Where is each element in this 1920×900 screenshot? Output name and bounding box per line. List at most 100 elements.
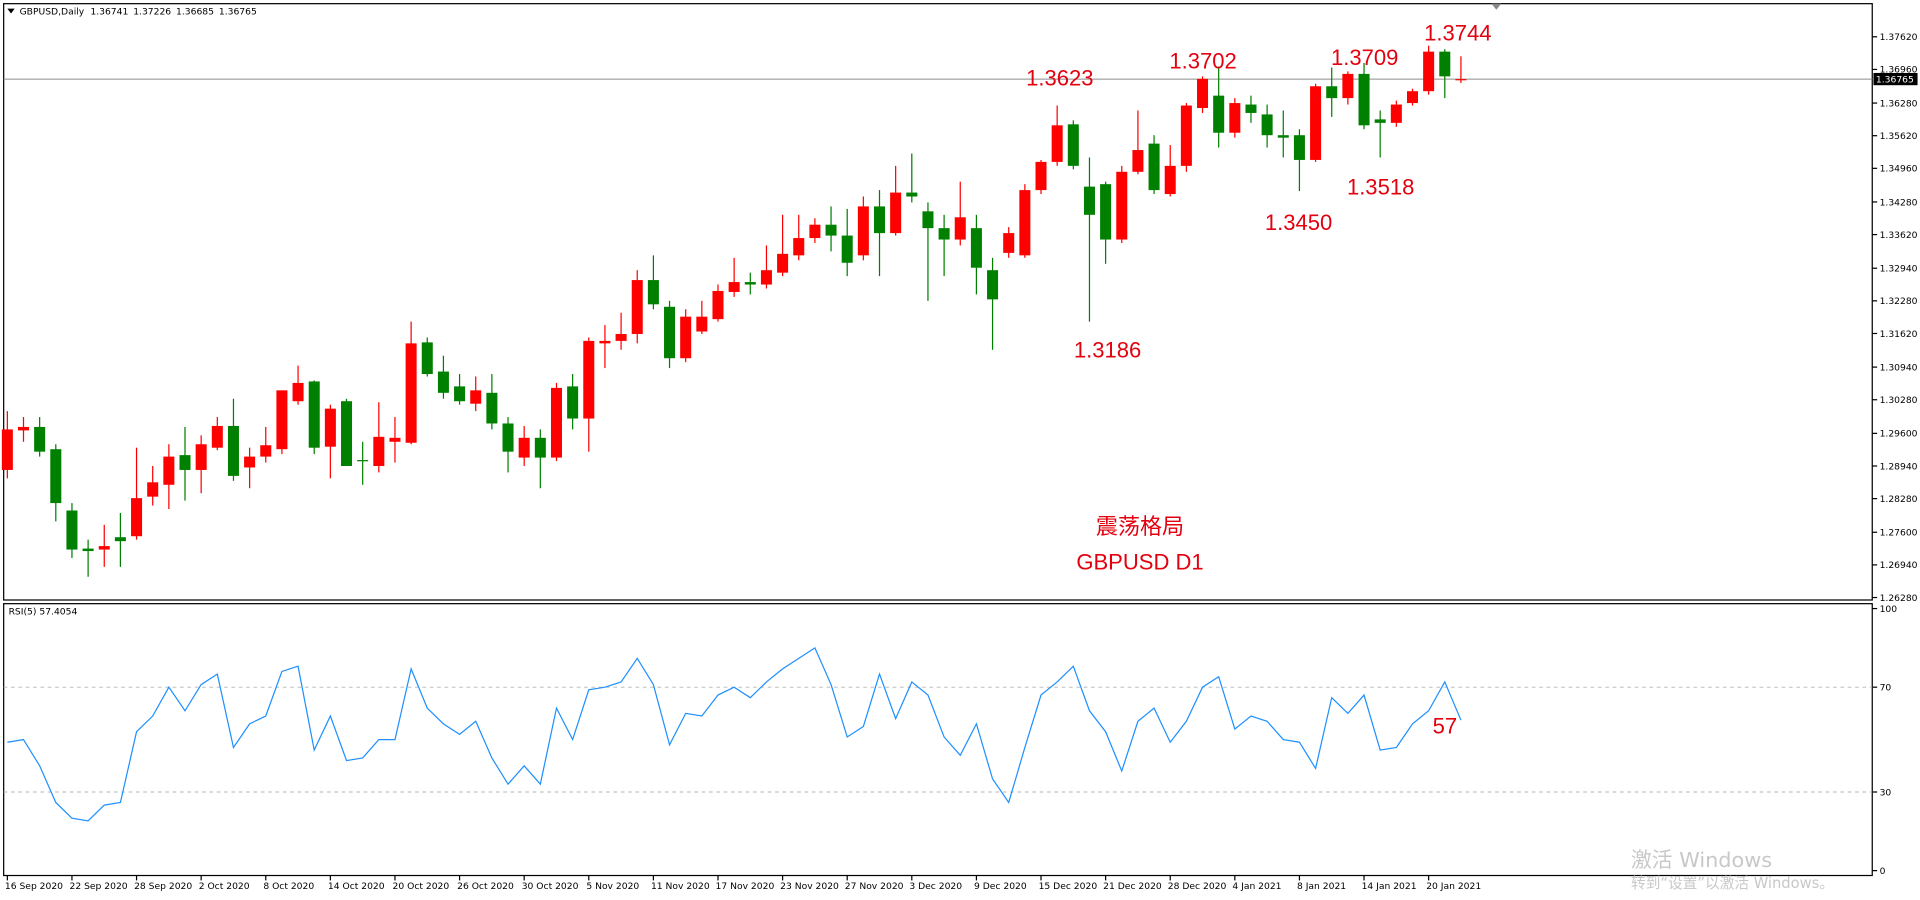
x-tick-label: 11 Nov 2020: [651, 881, 710, 892]
candle-body: [809, 224, 821, 239]
candle-body: [890, 192, 902, 234]
candle-body: [1423, 51, 1435, 92]
candle-body: [292, 382, 304, 402]
menu-arrow: [7, 8, 15, 14]
y-tick-label: 1.36280: [1880, 98, 1918, 109]
candle-body: [1374, 119, 1386, 123]
current-price-box: [1873, 72, 1918, 86]
annotation: 1.3186: [1074, 338, 1141, 363]
x-tick-label: 16 Sep 2020: [5, 881, 63, 892]
x-tick-label: 17 Nov 2020: [716, 881, 775, 892]
candle-body: [1277, 135, 1289, 138]
candle-body: [341, 401, 353, 466]
candle-body: [1390, 104, 1402, 123]
y-tick-label: 1.36960: [1880, 65, 1918, 76]
x-tick-label: 22 Sep 2020: [70, 881, 128, 892]
rsi-line: [7, 646, 1462, 822]
x-tick-label: 28 Dec 2020: [1168, 881, 1227, 892]
x-tick-label: 23 Nov 2020: [780, 881, 839, 892]
candle-body: [922, 211, 934, 229]
candle-body: [1245, 104, 1257, 113]
candle-body: [1164, 165, 1176, 195]
candle-body: [244, 456, 256, 468]
y-tick-label: 0: [1880, 866, 1886, 877]
x-tick-label: 4 Jan 2021: [1232, 881, 1281, 892]
annotation: 57: [1433, 713, 1458, 738]
candle-body: [1067, 124, 1079, 166]
candle-body: [211, 425, 223, 448]
candle-body: [308, 381, 320, 448]
candle-body: [454, 386, 466, 402]
header-close: 1.36765: [219, 7, 257, 18]
x-tick-label: 21 Dec 2020: [1103, 881, 1162, 892]
y-tick-label: 1.26280: [1880, 593, 1918, 604]
candle-body: [1310, 86, 1322, 160]
candle-body: [195, 444, 207, 470]
y-tick-label: 1.37620: [1880, 32, 1918, 43]
x-tick-label: 20 Oct 2020: [393, 881, 450, 892]
y-tick-label: 1.27600: [1880, 528, 1918, 539]
annotation: 震荡格局: [1096, 514, 1184, 539]
candle-body: [567, 386, 579, 419]
x-tick-label: 15 Dec 2020: [1039, 881, 1098, 892]
x-tick-label: 14 Oct 2020: [328, 881, 385, 892]
rsi-pane: [3, 603, 1873, 877]
annotation: 1.3744: [1424, 20, 1491, 45]
candle-body: [1358, 73, 1370, 126]
watermark: 激活 Windows: [1631, 848, 1772, 872]
candle-body: [1342, 73, 1354, 99]
candle-body: [534, 437, 546, 458]
candle-body: [841, 235, 853, 263]
candle-body: [1148, 143, 1160, 191]
candle-body: [437, 371, 449, 393]
candle-body: [114, 537, 126, 542]
x-tick-label: 5 Nov 2020: [586, 881, 639, 892]
x-tick-label: 20 Jan 2021: [1426, 881, 1481, 892]
y-tick-label: 1.34960: [1880, 164, 1918, 175]
annotation: 1.3709: [1331, 45, 1398, 70]
candle-body: [825, 224, 837, 236]
candle-body: [1003, 233, 1015, 253]
candle-body: [518, 437, 530, 458]
y-tick-label: 1.35620: [1880, 131, 1918, 142]
x-tick-label: 2 Oct 2020: [199, 881, 250, 892]
annotation: 1.3623: [1026, 66, 1093, 91]
candle-body: [680, 316, 692, 359]
candle-body: [599, 340, 611, 344]
candle-body: [1213, 95, 1225, 133]
candle-body: [1261, 114, 1273, 136]
y-tick-label: 1.28280: [1880, 494, 1918, 505]
candle-body: [324, 408, 336, 447]
candle-body: [82, 548, 94, 552]
candle-body: [1116, 171, 1128, 240]
candle-body: [550, 387, 562, 458]
annotation: 1.3518: [1347, 175, 1414, 200]
y-tick-label: 1.28940: [1880, 461, 1918, 472]
y-tick-label: 1.31620: [1880, 329, 1918, 340]
y-tick-label: 1.34280: [1880, 197, 1918, 208]
candle-body: [50, 449, 62, 504]
candle-body: [1100, 184, 1112, 240]
candle-body: [1229, 103, 1241, 133]
candle-body: [17, 426, 30, 431]
candle-body: [1455, 79, 1467, 81]
candle-body: [647, 280, 659, 305]
x-tick-label: 26 Oct 2020: [457, 881, 514, 892]
y-tick-label: 100: [1880, 604, 1898, 615]
candle-body: [98, 546, 110, 550]
annotation: 1.3702: [1169, 49, 1236, 74]
candle-body: [147, 482, 159, 497]
header-low: 1.36685: [176, 7, 214, 18]
candle-body: [760, 270, 772, 285]
y-tick-label: 70: [1880, 682, 1892, 693]
candle-body: [260, 445, 272, 457]
price-header: GBPUSD,Daily 1.36741 1.37226 1.36685 1.36765: [20, 7, 257, 18]
candle-body: [1, 429, 13, 470]
candle-body: [1019, 190, 1031, 256]
candle-body: [131, 498, 143, 537]
candle-body: [1180, 105, 1192, 166]
y-tick-label: 30: [1880, 787, 1892, 798]
annotation: GBPUSD D1: [1076, 549, 1203, 574]
